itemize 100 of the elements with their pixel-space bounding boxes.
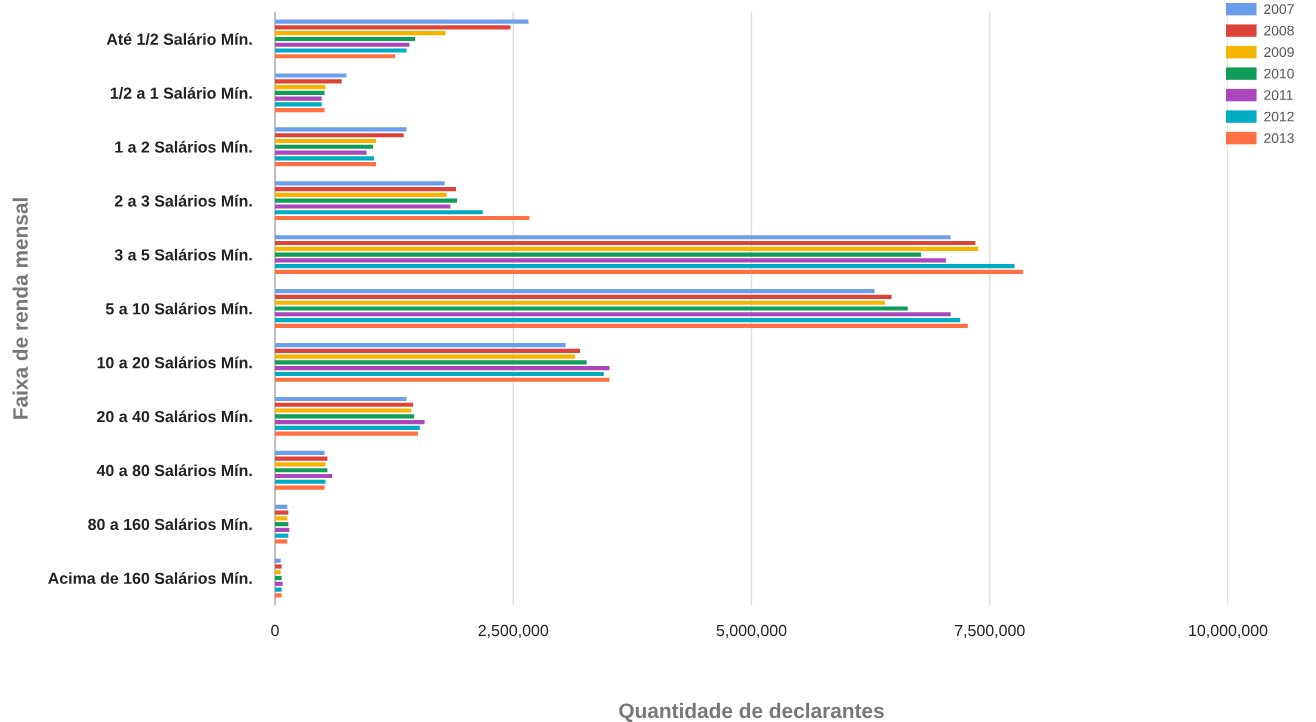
bar (275, 539, 288, 544)
y-tick-label: 3 a 5 Salários Mín. (114, 248, 252, 261)
y-tick-label: 5 a 10 Salários Mín. (105, 302, 252, 315)
x-tick-label: 0 (271, 624, 279, 637)
bar (275, 48, 407, 53)
bar (275, 420, 425, 425)
bar (275, 431, 418, 436)
x-tick-label: 10,000,000 (1189, 624, 1268, 639)
bar (275, 108, 325, 113)
bar (275, 354, 576, 359)
bar (275, 42, 410, 47)
bar (275, 425, 420, 430)
bar (275, 102, 322, 107)
bar (275, 31, 446, 36)
legend-label: 2013 (1264, 133, 1294, 143)
bar (275, 522, 289, 527)
bar (275, 485, 325, 490)
bar (275, 96, 322, 101)
bar (275, 264, 1015, 269)
bar (275, 25, 511, 30)
x-axis-title: Quantidade de declarantes (619, 702, 884, 722)
legend-label: 2010 (1264, 68, 1294, 79)
bar (275, 138, 377, 144)
legend-label: 2008 (1264, 25, 1294, 36)
bar (275, 450, 325, 455)
bar (275, 181, 445, 186)
bar (275, 300, 885, 305)
bar (275, 240, 976, 246)
bar (275, 479, 326, 484)
bar (275, 402, 414, 407)
bar (275, 312, 951, 317)
bar (275, 323, 968, 328)
bar (275, 504, 288, 509)
bar (275, 252, 922, 257)
bar (275, 192, 447, 197)
bar (275, 133, 404, 138)
legend-label: 2012 (1264, 111, 1294, 122)
bar (275, 144, 374, 149)
bar (275, 19, 529, 24)
y-tick-label: 20 a 40 Salários Mín. (97, 410, 252, 423)
bar (275, 90, 325, 95)
bar (275, 187, 457, 192)
bar (275, 564, 282, 569)
bar (275, 317, 961, 323)
bar (275, 510, 289, 515)
bar (275, 516, 288, 521)
bar (275, 215, 530, 221)
y-tick-label: 40 a 80 Salários Mín. (96, 464, 252, 477)
bar (275, 294, 892, 300)
bar (275, 127, 407, 132)
y-tick-label: 80 a 160 Salários Mín. (88, 518, 252, 531)
bar (275, 79, 342, 84)
bar (275, 162, 377, 167)
y-tick-label: 1/2 a 1 Salário Mín. (110, 86, 252, 99)
bar (275, 462, 326, 467)
bar (275, 85, 326, 90)
bar (275, 593, 282, 598)
bar (275, 54, 396, 59)
y-tick-label: 2 a 3 Salários Mín. (114, 194, 252, 207)
bar (275, 377, 610, 382)
bar (275, 371, 604, 377)
bar (275, 36, 416, 42)
bar (275, 289, 875, 294)
bar (275, 150, 367, 155)
bar (275, 348, 580, 353)
x-tick-label: 5,000,000 (716, 624, 787, 639)
y-tick-label: Acima de 160 Salários Mín. (48, 572, 252, 584)
legend-label: 2011 (1264, 90, 1293, 100)
x-tick-label: 7,500,000 (955, 624, 1025, 639)
bar (275, 73, 347, 78)
bar (275, 468, 328, 473)
bar (275, 533, 289, 538)
bar (275, 414, 415, 419)
bar (275, 558, 281, 563)
bar (275, 587, 282, 592)
bar (275, 269, 1024, 274)
bar (275, 581, 283, 586)
bar (275, 473, 333, 479)
bar (275, 210, 483, 215)
bar (275, 408, 412, 413)
y-tick-label: Até 1/2 Salário Mín. (106, 33, 252, 46)
bar (275, 527, 290, 532)
bar (275, 258, 946, 263)
bar (275, 198, 458, 203)
legend-label: 2007 (1264, 4, 1294, 15)
bar (275, 156, 375, 161)
bar (275, 570, 281, 575)
legend-label: 2009 (1264, 47, 1294, 58)
bar (275, 204, 451, 209)
bar (275, 306, 908, 311)
bar (275, 343, 566, 348)
bar (275, 575, 282, 581)
y-tick-label: 1 a 2 Salários Mín. (115, 140, 252, 153)
bar (275, 360, 587, 365)
x-tick-label: 2,500,000 (478, 624, 549, 639)
bar (275, 235, 951, 240)
y-axis-title: Faixa de renda mensal (12, 198, 28, 419)
bar (275, 396, 407, 402)
bar (275, 246, 979, 251)
bar (275, 366, 610, 371)
